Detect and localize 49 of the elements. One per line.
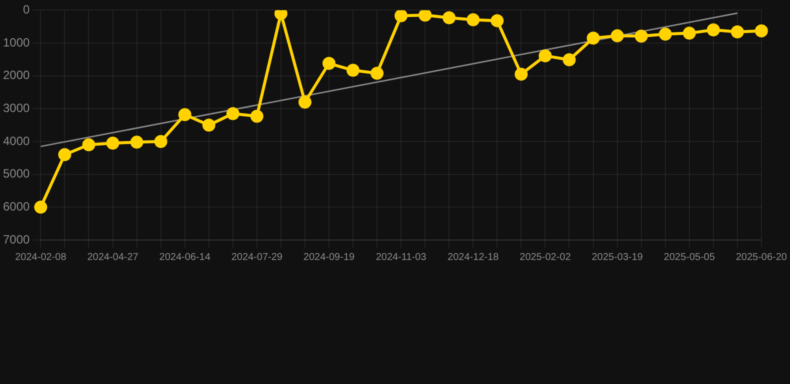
point [490,14,504,28]
x-tick-label: 2024-12-18 [448,252,500,263]
point [466,13,480,26]
x-tick-label: 2024-11-03 [376,252,427,263]
x-tick-label: 2024-06-14 [159,252,211,263]
point [154,135,168,148]
point [370,66,384,80]
x-tick-label: 2024-07-29 [231,252,283,263]
x-tick-label: 2024-09-19 [303,252,355,263]
y-tick-label: 7000 [2,232,30,246]
point [346,64,360,77]
y-tick-label: 4000 [2,134,30,148]
x-tick-label: 2024-02-08 [15,252,67,263]
y-tick-label: 5000 [2,166,30,181]
x-tick-label: 2025-02-02 [520,252,572,263]
point [418,10,432,22]
point [274,10,288,20]
point [682,26,696,40]
x-tick-label: 2025-03-19 [592,252,644,263]
point [178,108,192,122]
point [634,30,648,43]
y-tick-label: 2000 [2,68,30,82]
point [250,110,264,123]
y-tick-label: 0 [23,2,30,17]
point [730,25,744,38]
point [202,118,216,132]
point [298,96,312,109]
y-tick-label: 1000 [2,35,30,50]
point [58,148,72,162]
point [586,32,600,45]
point [754,24,768,38]
y-tick-label: 3000 [2,101,30,115]
y-tick-label: 6000 [2,199,30,214]
point [610,29,624,42]
x-tick-label: 2025-05-05 [664,252,716,263]
x-tick-label: 2025-06-20 [736,252,788,263]
point [130,136,144,149]
point [226,107,240,120]
point [394,10,408,22]
point [562,53,576,66]
point [538,49,552,62]
point [106,136,120,150]
point [514,68,528,81]
point [442,11,456,24]
point [322,56,336,70]
x-tick-label: 2024-04-27 [87,252,139,263]
point [658,28,672,41]
point [82,138,96,152]
point [706,23,720,36]
